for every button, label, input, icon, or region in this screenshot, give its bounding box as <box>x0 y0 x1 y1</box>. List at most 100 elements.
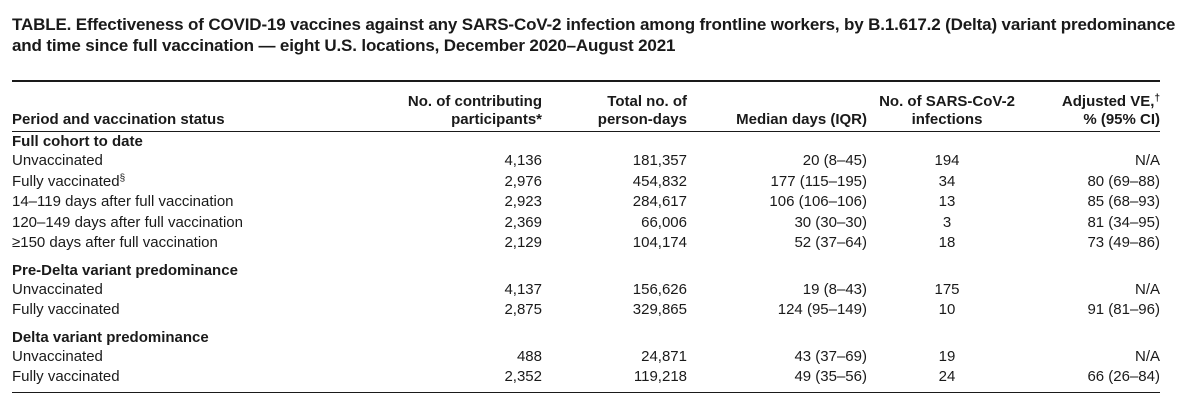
header-adjusted-ve-line-1: Adjusted VE,† <box>1061 93 1160 110</box>
person-days-cell: 181,357 <box>632 152 687 170</box>
participants-cell: 2,875 <box>504 301 542 319</box>
table-row: Fully vaccinated 2,875 329,865 124 (95–149)… <box>12 300 1160 321</box>
header-person-days-line-2: person-days <box>597 111 687 128</box>
row-label-cell: ≥150 days after full vaccination <box>12 233 312 254</box>
table-row: ≥150 days after full vaccination 2,129 104… <box>12 233 1160 254</box>
header-median-days: Median days (IQR) <box>736 111 867 128</box>
row-label-cell: Fully vaccinated <box>12 300 312 321</box>
median-days-cell: 177 (115–195) <box>770 172 867 190</box>
median-days-cell: 49 (35–56) <box>794 368 867 386</box>
section-title: Delta variant predominance <box>12 328 209 346</box>
median-days-cell: 19 (8–43) <box>802 280 867 298</box>
row-label-cell: Unvaccinated <box>12 347 312 368</box>
adjusted-ve-cell: 91 (81–96) <box>1087 301 1160 319</box>
section-header-row: Delta variant predominance <box>12 321 1160 347</box>
header-infections-line-1: No. of SARS-CoV-2 <box>879 93 1015 110</box>
row-label-cell: Unvaccinated <box>12 280 312 301</box>
adjusted-ve-cell: N/A <box>1134 280 1160 298</box>
dagger-footnote-mark: † <box>1154 93 1160 104</box>
infections-cell: 175 <box>934 280 960 298</box>
participants-cell: 2,923 <box>504 193 542 211</box>
table-row: Unvaccinated 4,136 181,357 20 (8–45) 194 N/A <box>12 151 1160 172</box>
infections-cell: 24 <box>938 368 956 386</box>
participants-cell: 488 <box>516 347 542 365</box>
header-adjusted-ve-line-2: % (95% CI) <box>1083 111 1160 128</box>
adjusted-ve-cell: N/A <box>1134 152 1160 170</box>
median-days-cell: 124 (95–149) <box>777 301 867 319</box>
row-label: Unvaccinated <box>12 152 103 170</box>
row-label: Fully vaccinated <box>12 301 120 319</box>
section-title: Full cohort to date <box>12 133 143 150</box>
header-infections: No. of SARS-CoV-2 infections <box>867 84 1027 129</box>
header-person-days-line-1: Total no. of <box>607 93 687 110</box>
section-header-row: Full cohort to date <box>12 129 1160 151</box>
median-days-cell: 106 (106–106) <box>769 193 867 211</box>
median-days-cell: 30 (30–30) <box>794 213 867 231</box>
participants-cell: 2,352 <box>504 368 542 386</box>
participants-cell: 2,369 <box>504 213 542 231</box>
header-period: Period and vaccination status <box>12 111 225 128</box>
row-label: ≥150 days after full vaccination <box>12 234 218 252</box>
vaccine-effectiveness-table: Period and vaccination status No. of con… <box>12 84 1160 388</box>
adjusted-ve-cell: 73 (49–86) <box>1087 234 1160 252</box>
person-days-cell: 66,006 <box>641 213 687 231</box>
table-body: Full cohort to date Unvaccinated 4,136 181,… <box>12 129 1160 388</box>
infections-cell: 194 <box>934 152 960 170</box>
row-label: 14–119 days after full vaccination <box>12 193 234 211</box>
table-row: 14–119 days after full vaccination 2,923 2… <box>12 192 1160 213</box>
adjusted-ve-cell: 66 (26–84) <box>1087 368 1160 386</box>
section-footnote-mark: § <box>119 172 126 184</box>
person-days-cell: 104,174 <box>632 234 687 252</box>
table-row: Unvaccinated 488 24,871 43 (37–69) 19 N/A <box>12 347 1160 368</box>
row-label: Unvaccinated <box>12 280 103 298</box>
row-label: Fully vaccinated <box>12 172 120 190</box>
header-person-days: Total no. of person-days <box>542 84 687 129</box>
row-label: 120–149 days after full vaccination <box>12 213 243 231</box>
adjusted-ve-cell: 81 (34–95) <box>1087 213 1160 231</box>
adjusted-ve-cell: N/A <box>1134 347 1160 365</box>
table-row: 120–149 days after full vaccination 2,369… <box>12 213 1160 234</box>
adjusted-ve-cell: 80 (69–88) <box>1087 172 1160 190</box>
table-title-line-1: TABLE. Effectiveness of COVID-19 vaccine… <box>12 15 1176 34</box>
participants-cell: 2,976 <box>504 172 542 190</box>
header-infections-line-2: infections <box>911 111 983 128</box>
infections-cell: 18 <box>938 234 956 252</box>
participants-cell: 4,136 <box>504 152 542 170</box>
header-participants-line-1: No. of contributing <box>407 93 542 110</box>
infections-cell: 13 <box>938 193 956 211</box>
row-label-cell: 120–149 days after full vaccination <box>12 213 312 234</box>
table-title-line-2: and time since full vaccination — eight … <box>12 36 676 55</box>
table-row: Fully vaccinated 2,352 119,218 49 (35–56) 24… <box>12 367 1160 388</box>
person-days-cell: 24,871 <box>641 347 687 365</box>
table-row: Unvaccinated 4,137 156,626 19 (8–43) 175 N/A <box>12 280 1160 301</box>
row-label: Fully vaccinated <box>12 368 120 386</box>
adjusted-ve-cell: 85 (68–93) <box>1087 193 1160 211</box>
participants-cell: 4,137 <box>504 280 542 298</box>
top-rule <box>12 80 1160 82</box>
person-days-cell: 156,626 <box>632 280 687 298</box>
header-row: Period and vaccination status No. of con… <box>12 84 1160 129</box>
person-days-cell: 284,617 <box>632 193 687 211</box>
infections-cell: 19 <box>938 347 956 365</box>
row-label: Unvaccinated <box>12 347 103 365</box>
header-participants: No. of contributing participants* <box>312 84 542 129</box>
participants-cell: 2,129 <box>504 234 542 252</box>
median-days-cell: 43 (37–69) <box>794 347 867 365</box>
header-adjusted-ve: Adjusted VE,† % (95% CI) <box>1027 84 1160 129</box>
person-days-cell: 329,865 <box>632 301 687 319</box>
header-rule <box>12 131 1160 132</box>
table-title: TABLE. Effectiveness of COVID-19 vaccine… <box>12 14 1192 56</box>
person-days-cell: 454,832 <box>632 172 687 190</box>
section-header-row: Pre-Delta variant predominance <box>12 254 1160 280</box>
median-days-cell: 20 (8–45) <box>802 152 867 170</box>
row-label-cell: 14–119 days after full vaccination <box>12 192 312 213</box>
infections-cell: 3 <box>942 213 952 231</box>
infections-cell: 10 <box>938 301 956 319</box>
header-participants-line-2: participants* <box>451 111 542 128</box>
row-label-cell: Fully vaccinated§ <box>12 172 312 193</box>
person-days-cell: 119,218 <box>633 368 687 386</box>
bottom-rule <box>12 392 1160 393</box>
median-days-cell: 52 (37–64) <box>794 234 867 252</box>
row-label-cell: Fully vaccinated <box>12 367 312 388</box>
